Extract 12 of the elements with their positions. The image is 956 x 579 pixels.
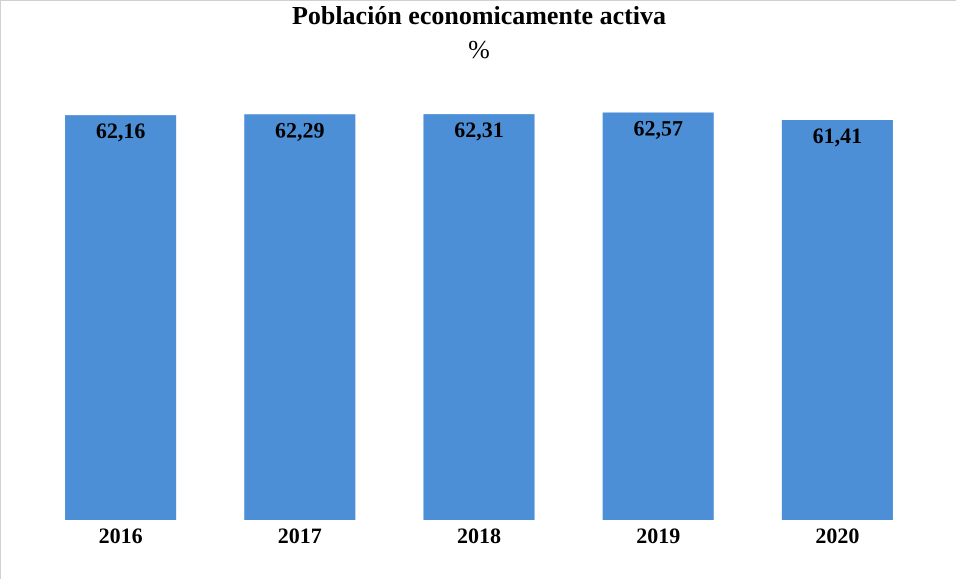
chart-title: Población economicamente activa	[292, 1, 666, 30]
data-label: 62,31	[454, 117, 504, 142]
data-label: 62,16	[96, 118, 146, 144]
data-label: 62,57	[633, 115, 683, 140]
data-label: 62,29	[275, 117, 325, 142]
data-label: 61,41	[812, 123, 862, 148]
x-tick-label: 2017	[278, 523, 322, 548]
x-tick-label: 2016	[98, 523, 143, 548]
x-tick-label: 2018	[457, 523, 501, 548]
x-tick-label: 2019	[636, 523, 680, 548]
x-tick-label: 2020	[815, 523, 860, 548]
chart-subtitle: %	[468, 34, 490, 64]
